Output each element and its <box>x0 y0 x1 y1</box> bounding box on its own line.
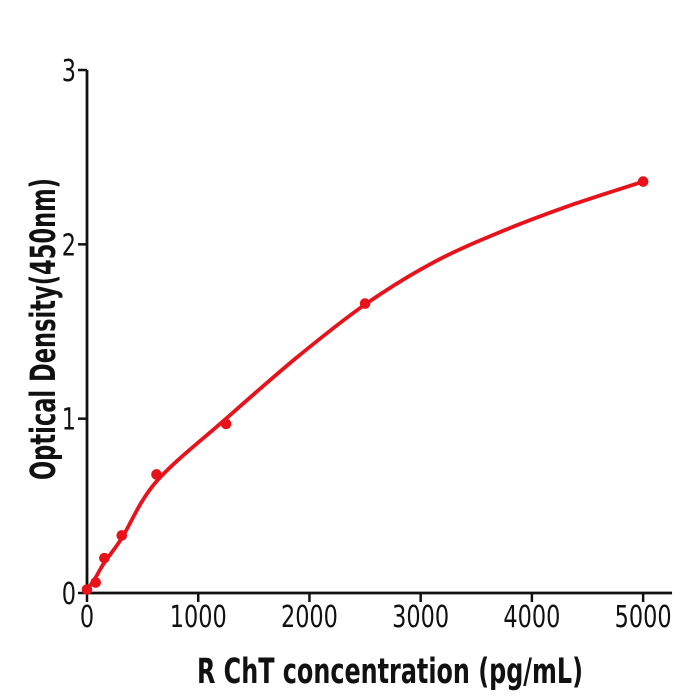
x-tick-label: 4000 <box>503 600 560 635</box>
x-tick-label: 0 <box>80 600 94 635</box>
axis-spines <box>85 70 673 595</box>
data-point <box>90 577 101 588</box>
axis-ticks: 0 1000 2000 3000 4000 5000 0 1 2 3 <box>62 54 672 635</box>
data-point <box>220 418 232 430</box>
y-tick-label: 0 <box>62 577 76 612</box>
axes <box>85 70 673 595</box>
fit-curve-line <box>85 179 645 593</box>
x-axis-title: R ChT concentration (pg/mL) <box>197 652 583 692</box>
data-point <box>81 584 93 595</box>
x-tick-label: 2000 <box>281 600 338 635</box>
x-tick-label: 1000 <box>170 600 227 635</box>
y-tick-label: 1 <box>62 403 76 438</box>
data-point <box>637 176 649 187</box>
data-point <box>359 298 371 309</box>
data-point <box>116 530 128 541</box>
data-point <box>99 552 110 564</box>
data-point <box>151 469 162 480</box>
y-tick-label: 3 <box>62 54 76 89</box>
y-axis-title: Optical Density(450nm) <box>24 178 64 480</box>
x-tick-label: 5000 <box>615 600 672 635</box>
plot-area <box>81 176 649 595</box>
x-tick-label: 3000 <box>392 600 449 635</box>
y-tick-label: 2 <box>62 228 76 263</box>
